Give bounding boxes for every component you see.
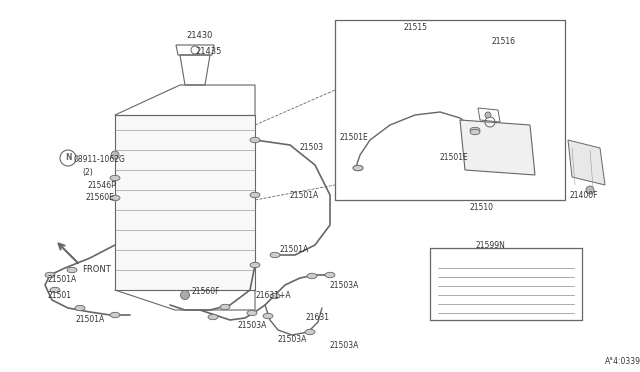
Ellipse shape xyxy=(50,287,60,293)
Text: FRONT: FRONT xyxy=(82,266,111,275)
Ellipse shape xyxy=(208,314,218,320)
Text: 21430: 21430 xyxy=(187,31,213,39)
Text: 21510: 21510 xyxy=(470,203,494,212)
Text: 21503A: 21503A xyxy=(238,321,268,330)
Ellipse shape xyxy=(270,293,280,299)
Text: 21501A: 21501A xyxy=(280,246,309,254)
Polygon shape xyxy=(115,115,255,290)
Text: 21501A: 21501A xyxy=(75,315,104,324)
Ellipse shape xyxy=(247,310,257,316)
Ellipse shape xyxy=(325,272,335,278)
Text: 21631: 21631 xyxy=(305,314,329,323)
Ellipse shape xyxy=(353,165,363,171)
Text: 08911-1062G: 08911-1062G xyxy=(73,155,125,164)
Text: 21515: 21515 xyxy=(403,23,427,32)
Ellipse shape xyxy=(470,129,480,135)
Ellipse shape xyxy=(305,329,315,335)
Circle shape xyxy=(180,291,189,299)
Text: (2): (2) xyxy=(82,167,93,176)
Ellipse shape xyxy=(307,273,317,279)
Ellipse shape xyxy=(263,313,273,319)
Ellipse shape xyxy=(110,175,120,181)
Ellipse shape xyxy=(250,192,260,198)
Ellipse shape xyxy=(75,305,85,311)
Text: 21501A: 21501A xyxy=(48,276,77,285)
Text: N: N xyxy=(65,154,71,163)
Text: 21435: 21435 xyxy=(195,48,221,57)
Text: 21560E: 21560E xyxy=(85,193,114,202)
Text: 21503: 21503 xyxy=(300,144,324,153)
Text: 21516: 21516 xyxy=(492,38,516,46)
Text: 21503A: 21503A xyxy=(330,280,360,289)
Ellipse shape xyxy=(250,137,260,143)
Text: 21501E: 21501E xyxy=(340,134,369,142)
Text: 21503A: 21503A xyxy=(330,340,360,350)
Text: 21599N: 21599N xyxy=(475,241,505,250)
Ellipse shape xyxy=(250,262,260,268)
Text: 21560F: 21560F xyxy=(192,288,221,296)
Text: 21546P: 21546P xyxy=(88,180,116,189)
Ellipse shape xyxy=(67,267,77,273)
Ellipse shape xyxy=(270,252,280,258)
Ellipse shape xyxy=(470,127,480,133)
Circle shape xyxy=(485,112,491,118)
Text: 21501A: 21501A xyxy=(290,190,319,199)
Text: 21631+A: 21631+A xyxy=(255,291,291,299)
Circle shape xyxy=(586,186,594,194)
Ellipse shape xyxy=(110,312,120,318)
Ellipse shape xyxy=(45,272,55,278)
Polygon shape xyxy=(568,140,605,185)
Text: 21400F: 21400F xyxy=(570,190,598,199)
Ellipse shape xyxy=(353,165,363,171)
Ellipse shape xyxy=(220,304,230,310)
Polygon shape xyxy=(460,120,535,175)
Text: A°4:0339: A°4:0339 xyxy=(605,357,640,366)
Circle shape xyxy=(111,151,119,159)
Text: 21501: 21501 xyxy=(48,291,72,299)
Text: 21501E: 21501E xyxy=(440,154,468,163)
Ellipse shape xyxy=(110,195,120,201)
Text: 21503A: 21503A xyxy=(278,336,307,344)
